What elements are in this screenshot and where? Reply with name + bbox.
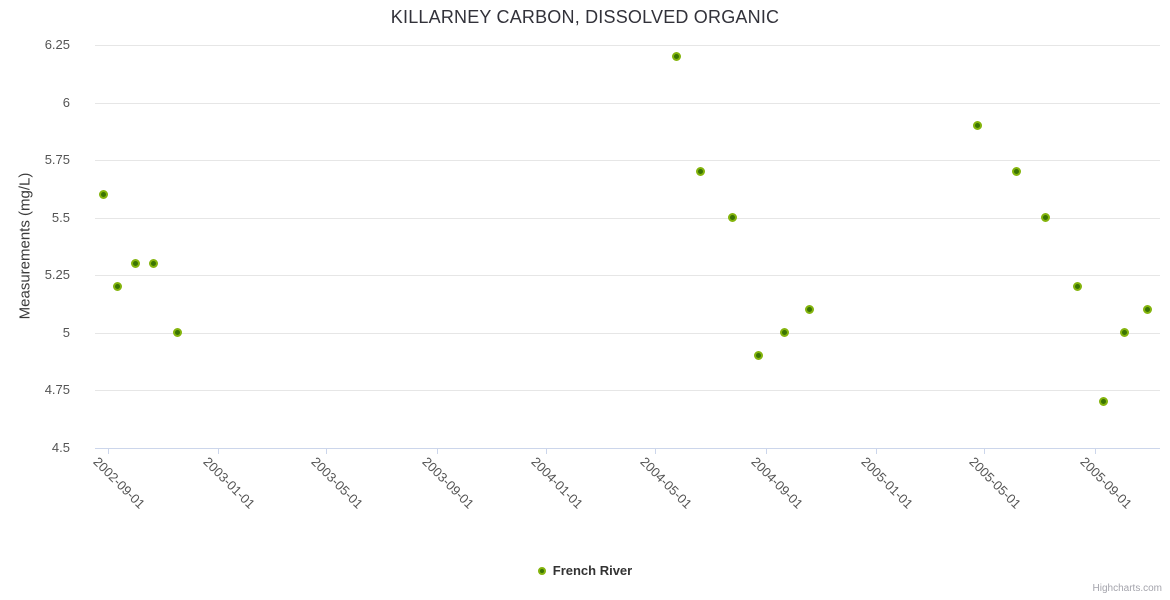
x-axis-tick-label: 2004-05-01	[637, 454, 696, 512]
x-axis-tick	[1094, 448, 1096, 454]
x-axis-tick	[325, 448, 327, 454]
data-point[interactable]	[1119, 328, 1129, 338]
x-axis-tick-label: 2005-09-01	[1076, 454, 1135, 512]
x-axis-tick	[983, 448, 985, 454]
data-point[interactable]	[728, 213, 738, 223]
data-point[interactable]	[1041, 213, 1051, 223]
x-axis-tick-label: 2005-01-01	[858, 454, 916, 512]
x-axis-tick	[546, 448, 548, 454]
data-point[interactable]	[172, 328, 182, 338]
y-gridline	[95, 160, 1160, 161]
data-point[interactable]	[804, 305, 814, 315]
y-axis-tick-label: 6.25	[44, 37, 70, 52]
legend-item-french-river[interactable]: French River	[537, 563, 633, 578]
data-point[interactable]	[973, 121, 982, 131]
y-axis-title: Measurements (mg/L)	[16, 172, 34, 320]
y-gridline	[95, 275, 1160, 276]
x-axis-tick-label: 2004-09-01	[748, 454, 807, 512]
x-axis-tick-label: 2002-09-01	[90, 454, 149, 512]
y-axis-tick-label: 4.5	[51, 440, 70, 455]
x-axis-tick-label: 2003-05-01	[308, 454, 366, 512]
data-point[interactable]	[149, 259, 159, 269]
y-gridline	[95, 45, 1160, 46]
data-point[interactable]	[671, 52, 681, 61]
y-axis-tick-label: 5.75	[44, 152, 70, 167]
data-point[interactable]	[695, 167, 705, 177]
chart-title: KILLARNEY CARBON, DISSOLVED ORGANIC	[390, 7, 780, 27]
legend-marker-icon	[537, 566, 546, 575]
data-point[interactable]	[99, 190, 108, 200]
data-point[interactable]	[1072, 282, 1082, 292]
data-point[interactable]	[112, 282, 122, 292]
data-point[interactable]	[1011, 167, 1021, 177]
x-axis-tick-label: 2003-09-01	[418, 454, 477, 512]
data-point[interactable]	[1143, 305, 1153, 315]
y-gridline	[95, 390, 1160, 391]
highcharts-credits-link[interactable]: Highcharts.com	[1092, 583, 1162, 594]
x-axis-tick	[875, 448, 877, 454]
x-axis-tick	[217, 448, 219, 454]
x-axis-tick	[655, 448, 657, 454]
x-axis-tick	[766, 448, 767, 454]
y-axis-tick-label: 4.75	[44, 382, 70, 397]
x-axis-tick	[108, 448, 109, 454]
y-gridline	[95, 103, 1160, 104]
x-axis-tick-label: 2003-01-01	[200, 454, 258, 512]
x-axis-tick-label: 2005-05-01	[966, 454, 1024, 512]
data-point[interactable]	[130, 259, 140, 269]
legend: French River	[0, 563, 1170, 578]
y-gridline	[95, 218, 1160, 219]
y-axis-tick-label: 5	[62, 325, 70, 340]
legend-label: French River	[552, 563, 633, 578]
data-point[interactable]	[1099, 397, 1108, 407]
y-gridline	[95, 333, 1160, 334]
data-point[interactable]	[780, 328, 790, 338]
y-axis-tick-label: 5.5	[51, 210, 70, 225]
x-axis-line	[95, 448, 1160, 449]
x-axis-tick	[436, 448, 438, 454]
y-axis-tick-label: 6	[62, 95, 70, 110]
x-axis-tick-label: 2004-01-01	[528, 454, 587, 512]
y-axis-tick-label: 5.25	[44, 267, 70, 282]
data-point[interactable]	[754, 351, 764, 361]
